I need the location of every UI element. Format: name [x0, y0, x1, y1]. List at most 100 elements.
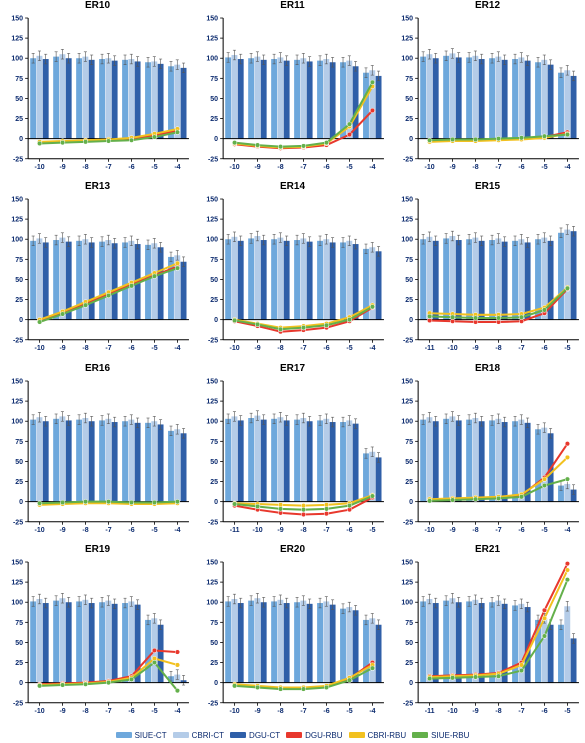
svg-text:-8: -8	[82, 164, 88, 171]
legend-item-siue-ct: SIUE-CT	[116, 731, 167, 740]
svg-text:-6: -6	[323, 708, 329, 715]
svg-text:100: 100	[11, 418, 23, 425]
svg-text:100: 100	[401, 418, 413, 425]
svg-text:0: 0	[409, 499, 413, 506]
svg-text:-25: -25	[403, 338, 413, 345]
svg-text:50: 50	[405, 458, 413, 465]
svg-text:-5: -5	[346, 708, 352, 715]
panel-title: ER10	[0, 0, 195, 11]
svg-text:100: 100	[206, 418, 218, 425]
svg-text:-9: -9	[449, 526, 455, 533]
svg-text:125: 125	[401, 398, 413, 405]
svg-text:0: 0	[214, 317, 218, 324]
svg-text:-7: -7	[105, 526, 111, 533]
svg-text:-11: -11	[230, 526, 240, 533]
svg-text:-9: -9	[59, 526, 65, 533]
panel-title: ER13	[0, 181, 195, 192]
svg-text:150: 150	[206, 16, 218, 23]
svg-text:100: 100	[11, 237, 23, 244]
svg-text:-10: -10	[35, 164, 45, 171]
svg-text:-6: -6	[128, 526, 134, 533]
panel-er13: ER13-250255075100125150-10-9-8-7-6-5-4	[0, 181, 195, 362]
svg-text:25: 25	[210, 297, 218, 304]
panel-er12: ER12-250255075100125150-10-9-8-7-6-5-4	[390, 0, 585, 181]
svg-text:100: 100	[401, 599, 413, 606]
svg-text:-4: -4	[369, 164, 375, 171]
svg-text:75: 75	[405, 620, 413, 627]
svg-text:75: 75	[405, 257, 413, 264]
svg-text:-8: -8	[277, 345, 283, 352]
svg-text:-6: -6	[346, 526, 352, 533]
svg-text:-4: -4	[369, 708, 375, 715]
svg-text:-25: -25	[403, 156, 413, 163]
svg-text:-9: -9	[59, 708, 65, 715]
legend: SIUE-CT CBRI-CT DGU-CT DGU-RBU CBRI-RBU …	[0, 727, 585, 743]
svg-text:-25: -25	[13, 156, 23, 163]
svg-text:150: 150	[206, 197, 218, 204]
svg-text:-4: -4	[174, 345, 180, 352]
svg-text:75: 75	[15, 76, 23, 83]
svg-text:-11: -11	[425, 345, 435, 352]
svg-text:-8: -8	[472, 164, 478, 171]
svg-text:-7: -7	[105, 345, 111, 352]
svg-text:-8: -8	[300, 526, 306, 533]
svg-text:-4: -4	[174, 526, 180, 533]
svg-text:125: 125	[206, 36, 218, 43]
svg-text:-6: -6	[323, 164, 329, 171]
svg-text:-7: -7	[495, 164, 501, 171]
svg-text:150: 150	[401, 197, 413, 204]
svg-text:25: 25	[405, 116, 413, 123]
swatch	[116, 732, 132, 738]
svg-text:100: 100	[401, 237, 413, 244]
svg-text:25: 25	[405, 297, 413, 304]
svg-text:-8: -8	[82, 526, 88, 533]
svg-text:-4: -4	[564, 164, 570, 171]
svg-text:150: 150	[401, 16, 413, 23]
svg-text:-8: -8	[495, 345, 501, 352]
legend-item-cbri-rbu: CBRI-RBU	[349, 731, 407, 740]
panel-er16: ER16-250255075100125150-10-9-8-7-6-5-4	[0, 363, 195, 544]
svg-text:25: 25	[405, 660, 413, 667]
plot-svg: -250255075100125150-10-9-8-7-6-5-4	[392, 377, 583, 538]
svg-text:75: 75	[210, 257, 218, 264]
svg-text:125: 125	[11, 217, 23, 224]
svg-text:100: 100	[206, 599, 218, 606]
svg-text:-5: -5	[541, 164, 547, 171]
panel-title: ER11	[195, 0, 390, 11]
svg-text:50: 50	[210, 458, 218, 465]
legend-label: CBRI-RBU	[368, 731, 407, 740]
svg-text:-6: -6	[518, 526, 524, 533]
svg-text:-6: -6	[541, 345, 547, 352]
svg-text:-5: -5	[346, 345, 352, 352]
svg-text:75: 75	[15, 257, 23, 264]
svg-text:-6: -6	[323, 345, 329, 352]
svg-text:-7: -7	[300, 708, 306, 715]
svg-text:75: 75	[405, 76, 413, 83]
svg-text:50: 50	[405, 640, 413, 647]
svg-text:125: 125	[401, 579, 413, 586]
swatch	[349, 732, 365, 738]
svg-text:150: 150	[401, 559, 413, 566]
svg-text:50: 50	[15, 458, 23, 465]
svg-text:50: 50	[210, 96, 218, 103]
svg-text:-7: -7	[323, 526, 329, 533]
svg-text:-4: -4	[174, 164, 180, 171]
svg-text:-11: -11	[425, 708, 435, 715]
plot-svg: -250255075100125150-10-9-8-7-6-5-4	[2, 558, 193, 719]
svg-text:-7: -7	[518, 345, 524, 352]
svg-text:-5: -5	[541, 526, 547, 533]
svg-text:150: 150	[206, 378, 218, 385]
svg-text:150: 150	[11, 16, 23, 23]
svg-text:-25: -25	[13, 700, 23, 707]
plot-svg: -250255075100125150-11-10-9-8-7-6-5	[392, 558, 583, 719]
svg-text:-5: -5	[151, 164, 157, 171]
svg-text:0: 0	[19, 680, 23, 687]
svg-text:-4: -4	[369, 345, 375, 352]
svg-text:-9: -9	[59, 345, 65, 352]
plot-svg: -250255075100125150-11-10-9-8-7-6-5	[392, 195, 583, 356]
svg-text:150: 150	[401, 378, 413, 385]
svg-text:50: 50	[405, 277, 413, 284]
svg-text:-10: -10	[35, 708, 45, 715]
plot-svg: -250255075100125150-10-9-8-7-6-5-4	[197, 195, 388, 356]
svg-text:125: 125	[11, 36, 23, 43]
